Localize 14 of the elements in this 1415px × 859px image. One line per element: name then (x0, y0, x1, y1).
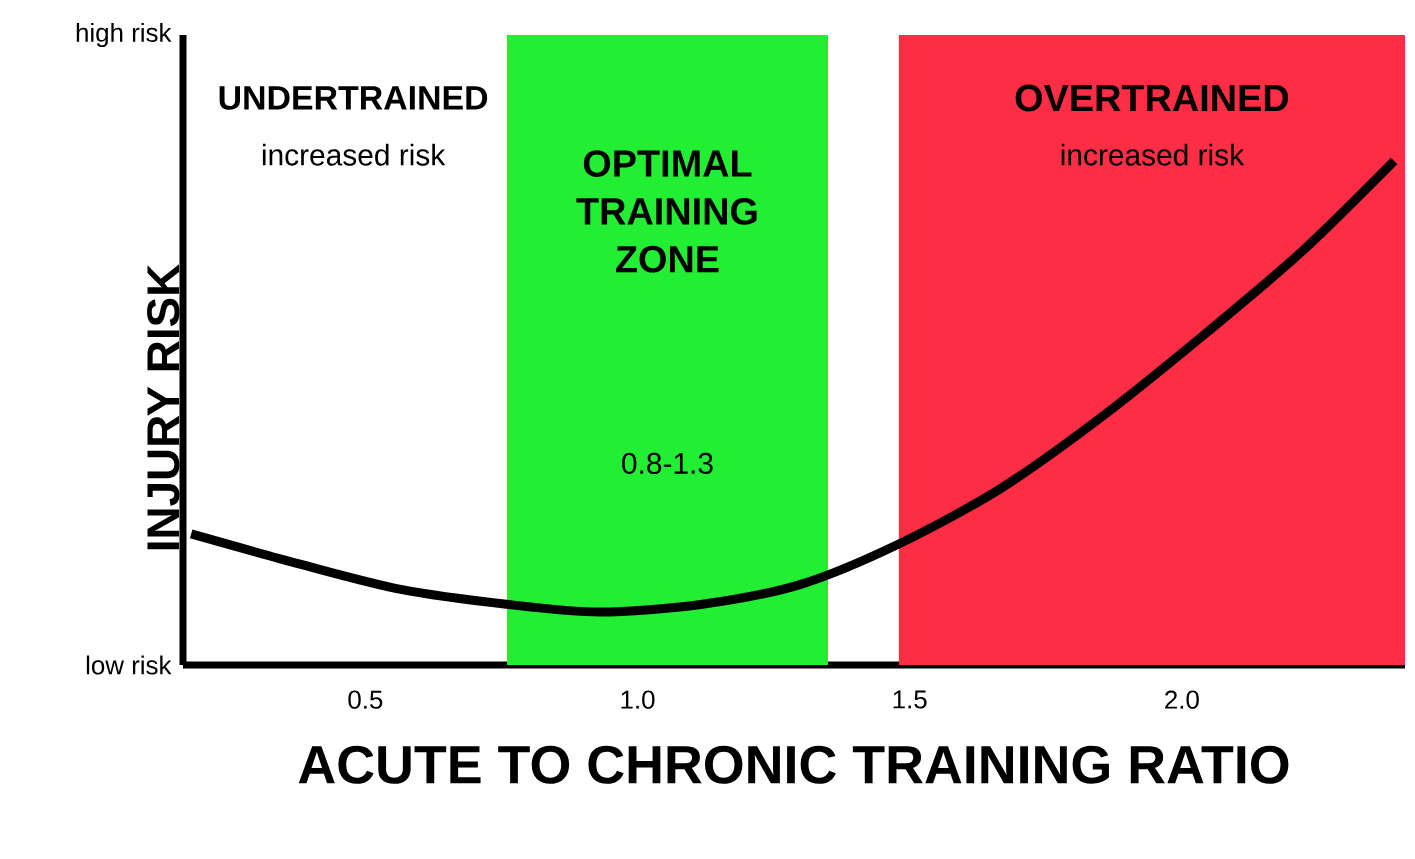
band-label: OPTIMAL TRAINING ZONE (576, 150, 757, 273)
x-axis-title: ACUTE TO CHRONIC TRAINING RATIO (298, 745, 1289, 784)
y-axis-title: INJURY RISK (147, 264, 180, 550)
x-tick-label: 1.5 (893, 690, 927, 709)
text: low risk (86, 655, 172, 675)
text: high risk (76, 22, 172, 48)
annotation: increased risk (262, 143, 446, 166)
band-label: OVERTRAINED (1015, 84, 1289, 112)
annotation: 0.8-1.3 (622, 452, 713, 474)
text: UNDERTRAINED (219, 86, 488, 110)
x-tick-label: 1.0 (621, 690, 655, 709)
x-tick-label: 0.5 (348, 690, 383, 709)
x-tick-label: 2.0 (1165, 690, 1199, 709)
annotation: increased risk (1061, 143, 1245, 166)
